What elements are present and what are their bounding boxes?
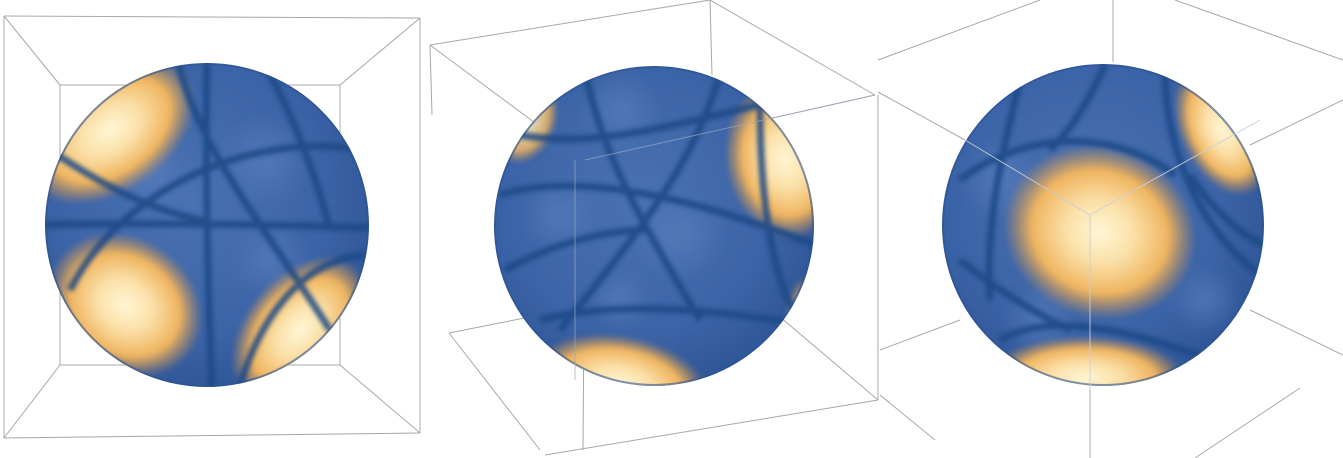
nodal-lines	[498, 69, 814, 333]
panel-front-view	[3, 15, 421, 439]
bounding-box	[877, 0, 1343, 458]
harmonic-sphere-3	[942, 64, 1264, 386]
harmonic-sphere-2	[494, 66, 814, 386]
nodal-lines	[45, 63, 369, 387]
panel-corner-view	[877, 0, 1343, 458]
panel-tilted-view	[429, 0, 879, 456]
